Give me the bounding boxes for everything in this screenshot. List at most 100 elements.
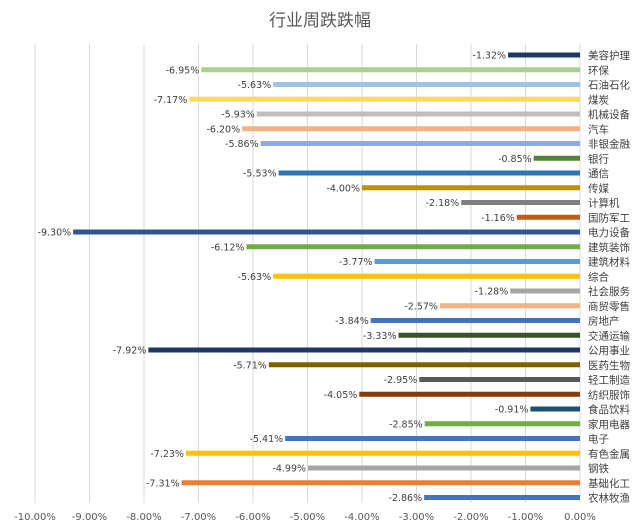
data-label: -5.71% (233, 360, 267, 371)
category-label: 医药生物 (588, 359, 630, 372)
x-tick-labels: -10.00% -9.00% -8.00% -7.00% -6.00% -5.00% -4.… (14, 512, 596, 523)
data-label: -7.92% (113, 346, 147, 357)
bar (268, 362, 580, 368)
bar (181, 480, 581, 486)
category-labels: 美容护理环保石油石化煤炭机械设备汽车非银金融银行通信传媒计算机国防军工电力设备建… (588, 49, 630, 505)
data-label: -5.63% (238, 80, 272, 91)
value-labels: -1.32% -6.95% -5.63% -7.17% -5.93% -6.20% -5.8… (38, 51, 532, 505)
category-label: 食品饮料 (588, 403, 630, 416)
category-label: 非银金融 (588, 138, 630, 151)
bar (510, 288, 580, 294)
category-label: 社会服务 (588, 285, 630, 298)
category-label: 综合 (588, 270, 609, 283)
bar (73, 229, 581, 235)
category-label: 纺织服饰 (588, 388, 630, 401)
data-label: -1.16% (481, 213, 515, 224)
bar (439, 303, 580, 309)
bar (374, 259, 580, 264)
category-label: 电子 (588, 433, 609, 446)
data-label: -4.99% (272, 464, 306, 475)
category-label: 基础化工 (588, 477, 630, 490)
category-label: 机械设备 (588, 108, 630, 121)
category-label: 有色金属 (588, 447, 630, 460)
data-label: -6.95% (166, 65, 200, 76)
bar (398, 332, 580, 338)
bar (419, 377, 580, 382)
grid-lines (34, 44, 581, 503)
category-label: 钢铁 (588, 462, 609, 475)
bar (533, 155, 580, 161)
data-label: -5.63% (238, 272, 272, 283)
data-label: -2.95% (384, 375, 418, 386)
data-label: -4.00% (326, 183, 360, 194)
bar (278, 170, 580, 176)
category-label: 汽车 (588, 123, 609, 136)
x-tick-label: 0.00% (564, 512, 596, 523)
bar (516, 214, 580, 220)
category-label: 建筑材料 (588, 256, 630, 269)
bar (370, 318, 580, 323)
bar (273, 82, 580, 87)
category-label: 商贸零售 (588, 300, 630, 313)
x-tick-label: -6.00% (235, 512, 270, 523)
x-tick-label: -2.00% (453, 512, 488, 523)
category-label: 环保 (588, 64, 609, 77)
category-label: 通信 (588, 168, 609, 180)
x-tick-label: -10.00% (14, 512, 56, 523)
bar (189, 96, 581, 102)
data-label: -5.93% (221, 110, 255, 121)
data-label: -9.30% (38, 228, 72, 239)
x-tick-label: -5.00% (290, 512, 325, 523)
data-label: -2.57% (404, 301, 438, 312)
bar (530, 406, 580, 412)
bar (260, 141, 580, 146)
x-tick-label: -7.00% (181, 512, 216, 523)
bar (148, 347, 581, 353)
x-tick-label: -8.00% (126, 512, 161, 523)
data-label: -3.84% (335, 316, 369, 327)
x-tick-label: -3.00% (399, 512, 434, 523)
bar (308, 465, 580, 471)
x-tick-label: -1.00% (508, 512, 543, 523)
category-label: 美容护理 (588, 49, 630, 62)
data-label: -5.41% (250, 434, 284, 445)
category-label: 煤炭 (588, 93, 609, 106)
data-label: -2.86% (389, 493, 423, 504)
data-label: -1.32% (472, 51, 506, 62)
bar (362, 185, 580, 191)
category-label: 交通运输 (588, 329, 630, 342)
category-label: 计算机 (588, 197, 620, 210)
bar (424, 495, 580, 500)
data-label: -1.28% (475, 287, 509, 298)
bar (359, 391, 580, 397)
data-label: -7.23% (150, 449, 184, 460)
data-label: -5.86% (225, 139, 259, 150)
data-label: -4.05% (324, 390, 358, 401)
data-label: -7.17% (154, 95, 188, 106)
bar (424, 421, 580, 427)
data-label: -2.18% (426, 198, 460, 209)
data-label: -6.20% (206, 124, 240, 135)
category-label: 公用事业 (588, 344, 630, 357)
bar (285, 436, 580, 441)
category-label: 银行 (588, 152, 609, 165)
category-label: 电力设备 (588, 226, 630, 239)
category-label: 家用电器 (588, 418, 630, 431)
bar (273, 273, 580, 279)
bar (508, 52, 580, 58)
chart-title: 行业周跌跌幅 (269, 11, 371, 31)
category-label: 石油石化 (588, 79, 630, 92)
data-label: -7.31% (146, 478, 180, 489)
bar (242, 126, 580, 132)
category-label: 轻工制造 (588, 374, 630, 387)
x-tick-label: -4.00% (344, 512, 379, 523)
category-label: 国防军工 (588, 211, 630, 224)
data-label: -6.12% (211, 242, 245, 253)
data-label: -5.53% (243, 169, 277, 180)
data-label: -0.85% (498, 154, 532, 165)
data-label: -2.85% (389, 419, 423, 430)
bar (256, 111, 580, 117)
bars (73, 52, 581, 500)
category-label: 房地产 (588, 315, 620, 328)
